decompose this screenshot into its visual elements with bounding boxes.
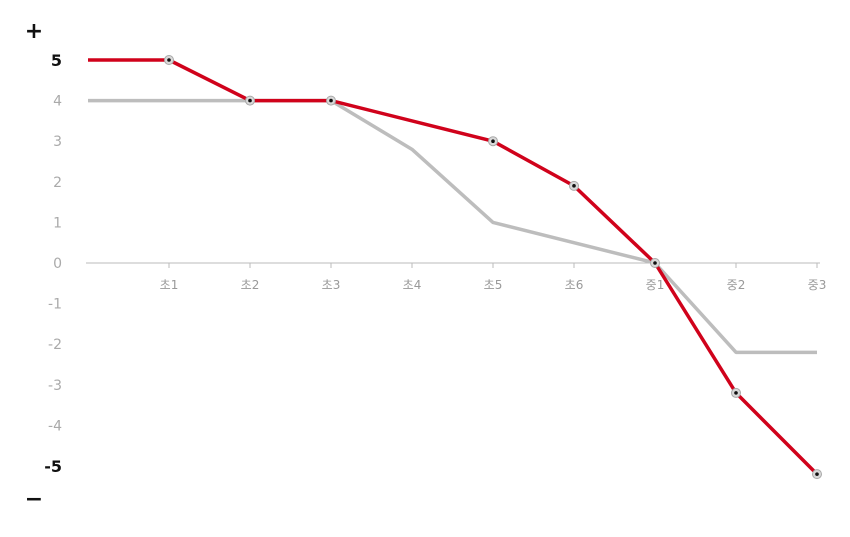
- y-tick-label: -2: [48, 337, 62, 353]
- data-point-marker-center: [248, 98, 252, 103]
- y-tick-label: 5: [51, 51, 62, 70]
- x-axis-labels: 초1 초2 초3 초4 초5 초6 중1 중2 중3: [160, 278, 827, 292]
- y-tick-label: -4: [48, 418, 62, 434]
- x-tick-label: 중2: [727, 278, 746, 292]
- x-tick-label: 초1: [160, 278, 179, 292]
- y-tick-label: 4: [53, 94, 62, 110]
- plus-sign: +: [25, 19, 43, 44]
- x-tick-label: 중1: [646, 278, 665, 292]
- x-tick-label: 초3: [322, 278, 341, 292]
- y-tick-label: 1: [53, 215, 62, 231]
- x-tick-label: 초2: [241, 278, 260, 292]
- y-tick-label: 0: [53, 256, 62, 272]
- x-tick-label: 초5: [484, 278, 503, 292]
- data-point-marker-center: [329, 98, 333, 103]
- marker-layer: [164, 55, 822, 480]
- data-point-marker-center: [734, 391, 738, 395]
- series-line-red: [88, 58, 819, 476]
- x-tick-label: 초4: [403, 278, 422, 292]
- x-tick-label: 초6: [565, 278, 584, 292]
- x-axis-ticks: [168, 263, 818, 268]
- y-tick-label: -5: [44, 457, 62, 476]
- x-tick-label: 중3: [808, 278, 827, 292]
- data-point-marker-center: [815, 472, 819, 476]
- series-line-gray: [88, 98, 817, 355]
- y-tick-label: 3: [53, 134, 62, 150]
- minus-sign: −: [25, 487, 43, 512]
- data-point-marker-center: [653, 261, 657, 265]
- y-tick-label: -1: [48, 297, 62, 313]
- y-axis-labels: 5 4 3 2 1 0 -1 -2 -3 -4 -5: [44, 51, 62, 476]
- series-layer: [88, 58, 819, 476]
- data-point-marker-center: [167, 58, 171, 62]
- y-tick-label: 2: [53, 175, 62, 191]
- data-point-marker-center: [491, 139, 495, 143]
- y-tick-label: -3: [48, 378, 62, 394]
- data-point-marker-center: [572, 184, 576, 188]
